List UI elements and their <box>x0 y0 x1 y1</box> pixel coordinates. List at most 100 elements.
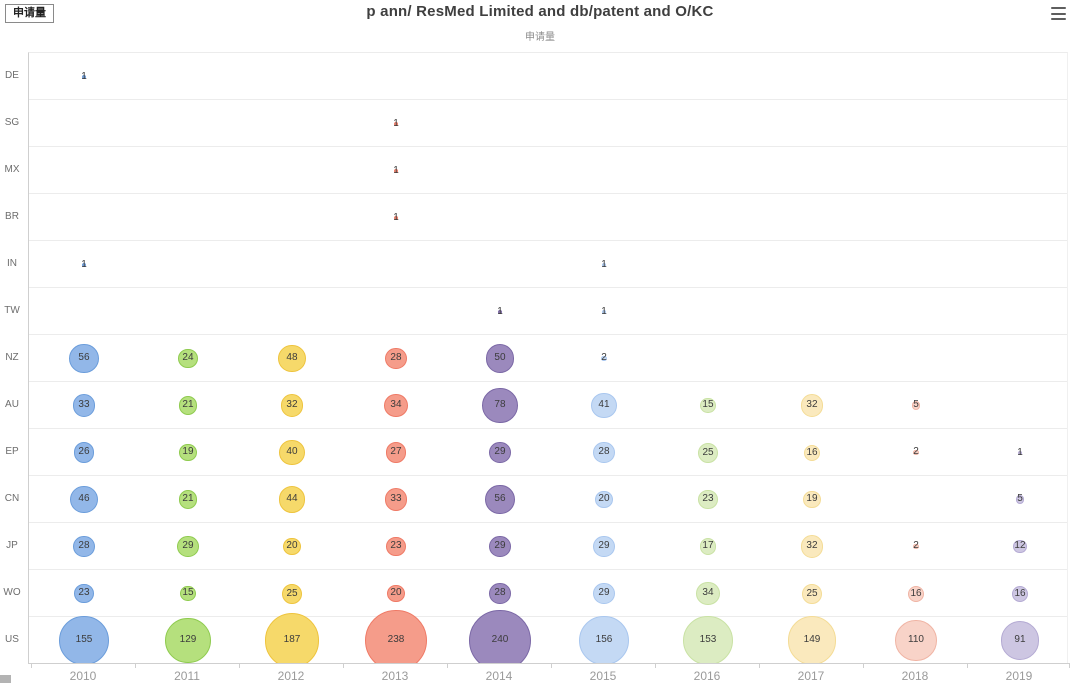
bubble-us-2018[interactable]: 110 <box>895 619 937 662</box>
bubble-wo-2014[interactable]: 28 <box>489 582 511 605</box>
bubble-cn-2015[interactable]: 20 <box>595 490 613 509</box>
bubble-cn-2011[interactable]: 21 <box>178 490 198 509</box>
menu-bar <box>1051 18 1066 20</box>
bubble-in-2010[interactable]: 1 <box>81 258 87 270</box>
bubble-au-2018[interactable]: 5 <box>911 400 921 410</box>
bubble-wo-2019[interactable]: 16 <box>1012 585 1028 602</box>
bubble-wo-2017[interactable]: 25 <box>802 583 822 604</box>
bubble-wo-2012[interactable]: 25 <box>282 583 302 604</box>
bubble-wo-2016[interactable]: 34 <box>696 581 720 606</box>
bubble-ep-2015[interactable]: 28 <box>593 441 615 464</box>
bubble-us-2017[interactable]: 149 <box>787 616 837 663</box>
x-axis-tick <box>31 663 32 668</box>
bubble-nz-2010[interactable]: 56 <box>69 343 99 374</box>
bubble-plot-area: 1 1 1 1 1 1 1 1 56 24 48 28 50 2 33 21 32 34 78 41 15 32 5 26 19… <box>28 52 1068 663</box>
bubble-nz-2013[interactable]: 28 <box>385 347 407 370</box>
bubble-value: 28 <box>494 587 506 599</box>
bubble-jp-2011[interactable]: 29 <box>177 535 199 558</box>
bubble-au-2011[interactable]: 21 <box>178 396 198 415</box>
bubble-us-2014[interactable]: 240 <box>469 609 531 663</box>
bubble-de-2010[interactable]: 1 <box>81 71 87 81</box>
bubble-value: 23 <box>390 540 402 552</box>
bubble-jp-2010[interactable]: 28 <box>73 535 95 558</box>
bubble-us-2015[interactable]: 156 <box>579 615 629 663</box>
bubble-au-2010[interactable]: 33 <box>72 394 96 417</box>
y-label-in: IN <box>7 257 17 269</box>
row-band-ep <box>29 429 1067 476</box>
bubble-wo-2010[interactable]: 23 <box>74 583 94 604</box>
x-label-2017: 2017 <box>797 669 825 683</box>
bubble-br-2013[interactable]: 1 <box>393 211 399 223</box>
bubble-au-2015[interactable]: 41 <box>591 392 617 419</box>
bubble-nz-2014[interactable]: 50 <box>485 344 515 373</box>
bubble-cn-2016[interactable]: 23 <box>698 489 718 510</box>
x-axis-tick <box>655 663 656 668</box>
bubble-value: 187 <box>283 634 301 646</box>
bubble-wo-2015[interactable]: 29 <box>593 582 615 605</box>
bubble-au-2014[interactable]: 78 <box>482 387 518 424</box>
bubble-ep-2012[interactable]: 40 <box>279 439 305 466</box>
bubble-jp-2019[interactable]: 12 <box>1013 539 1027 554</box>
bubble-tw-2014[interactable]: 1 <box>497 306 503 316</box>
bubble-cn-2019[interactable]: 5 <box>1015 494 1025 504</box>
bubble-wo-2018[interactable]: 16 <box>908 585 924 602</box>
bubble-jp-2012[interactable]: 20 <box>283 537 301 556</box>
bubble-ep-2010[interactable]: 26 <box>73 442 95 463</box>
bubble-ep-2014[interactable]: 29 <box>489 441 511 464</box>
bubble-ep-2013[interactable]: 27 <box>385 442 407 463</box>
bubble-value: 32 <box>286 399 298 411</box>
hamburger-menu-icon[interactable] <box>1051 7 1066 20</box>
bubble-cn-2013[interactable]: 33 <box>384 488 408 511</box>
row-band-cn <box>29 476 1067 523</box>
bubble-jp-2017[interactable]: 32 <box>800 535 824 558</box>
bubble-value: 40 <box>286 446 298 458</box>
bubble-value: 56 <box>494 493 506 505</box>
bubble-wo-2013[interactable]: 20 <box>387 584 405 603</box>
bubble-value: 238 <box>387 634 405 646</box>
bubble-in-2015[interactable]: 1 <box>601 259 607 269</box>
bubble-mx-2013[interactable]: 1 <box>393 164 399 176</box>
bubble-value: 20 <box>390 587 402 599</box>
metric-toggle-button[interactable]: 申请量 <box>5 4 54 23</box>
bubble-value: 15 <box>182 587 194 599</box>
bubble-jp-2014[interactable]: 29 <box>489 535 511 558</box>
bubble-jp-2016[interactable]: 17 <box>699 538 717 555</box>
bubble-wo-2011[interactable]: 15 <box>180 585 196 602</box>
bubble-au-2012[interactable]: 32 <box>280 394 304 417</box>
bubble-ep-2018[interactable]: 2 <box>913 447 919 457</box>
bubble-value: 1 <box>393 164 399 176</box>
bubble-ep-2011[interactable]: 19 <box>179 443 197 462</box>
bubble-jp-2015[interactable]: 29 <box>593 535 615 558</box>
x-axis-tick <box>863 663 864 668</box>
bubble-au-2017[interactable]: 32 <box>800 394 824 417</box>
bubble-us-2012[interactable]: 187 <box>264 613 320 663</box>
bubble-nz-2011[interactable]: 24 <box>178 348 198 369</box>
bubble-us-2013[interactable]: 238 <box>365 609 427 663</box>
bubble-sg-2013[interactable]: 1 <box>393 118 399 128</box>
bubble-nz-2015[interactable]: 2 <box>601 353 607 363</box>
bubble-tw-2015[interactable]: 1 <box>601 306 607 316</box>
bubble-us-2016[interactable]: 153 <box>683 615 733 663</box>
bubble-au-2013[interactable]: 34 <box>384 393 408 418</box>
bubble-ep-2016[interactable]: 25 <box>698 442 718 463</box>
bubble-ep-2017[interactable]: 16 <box>804 444 820 461</box>
bubble-jp-2013[interactable]: 23 <box>386 536 406 557</box>
bubble-value: 1 <box>393 211 399 223</box>
bubble-value: 17 <box>702 540 714 552</box>
bubble-nz-2012[interactable]: 48 <box>278 344 306 373</box>
bubble-cn-2012[interactable]: 44 <box>278 486 306 513</box>
bubble-value: 149 <box>803 634 821 646</box>
bubble-cn-2014[interactable]: 56 <box>485 484 515 515</box>
bubble-value: 1 <box>81 258 87 270</box>
bubble-cn-2017[interactable]: 19 <box>803 490 821 509</box>
bubble-us-2010[interactable]: 155 <box>59 615 109 663</box>
bubble-jp-2018[interactable]: 2 <box>913 541 919 551</box>
bubble-au-2016[interactable]: 15 <box>700 397 716 414</box>
bubble-value: 16 <box>806 446 818 458</box>
bubble-us-2019[interactable]: 91 <box>1000 621 1040 660</box>
bubble-value: 25 <box>806 587 818 599</box>
bubble-cn-2010[interactable]: 46 <box>70 485 98 514</box>
bubble-ep-2019[interactable]: 1 <box>1017 447 1023 457</box>
row-band-nz <box>29 335 1067 382</box>
bubble-us-2011[interactable]: 129 <box>165 617 211 663</box>
